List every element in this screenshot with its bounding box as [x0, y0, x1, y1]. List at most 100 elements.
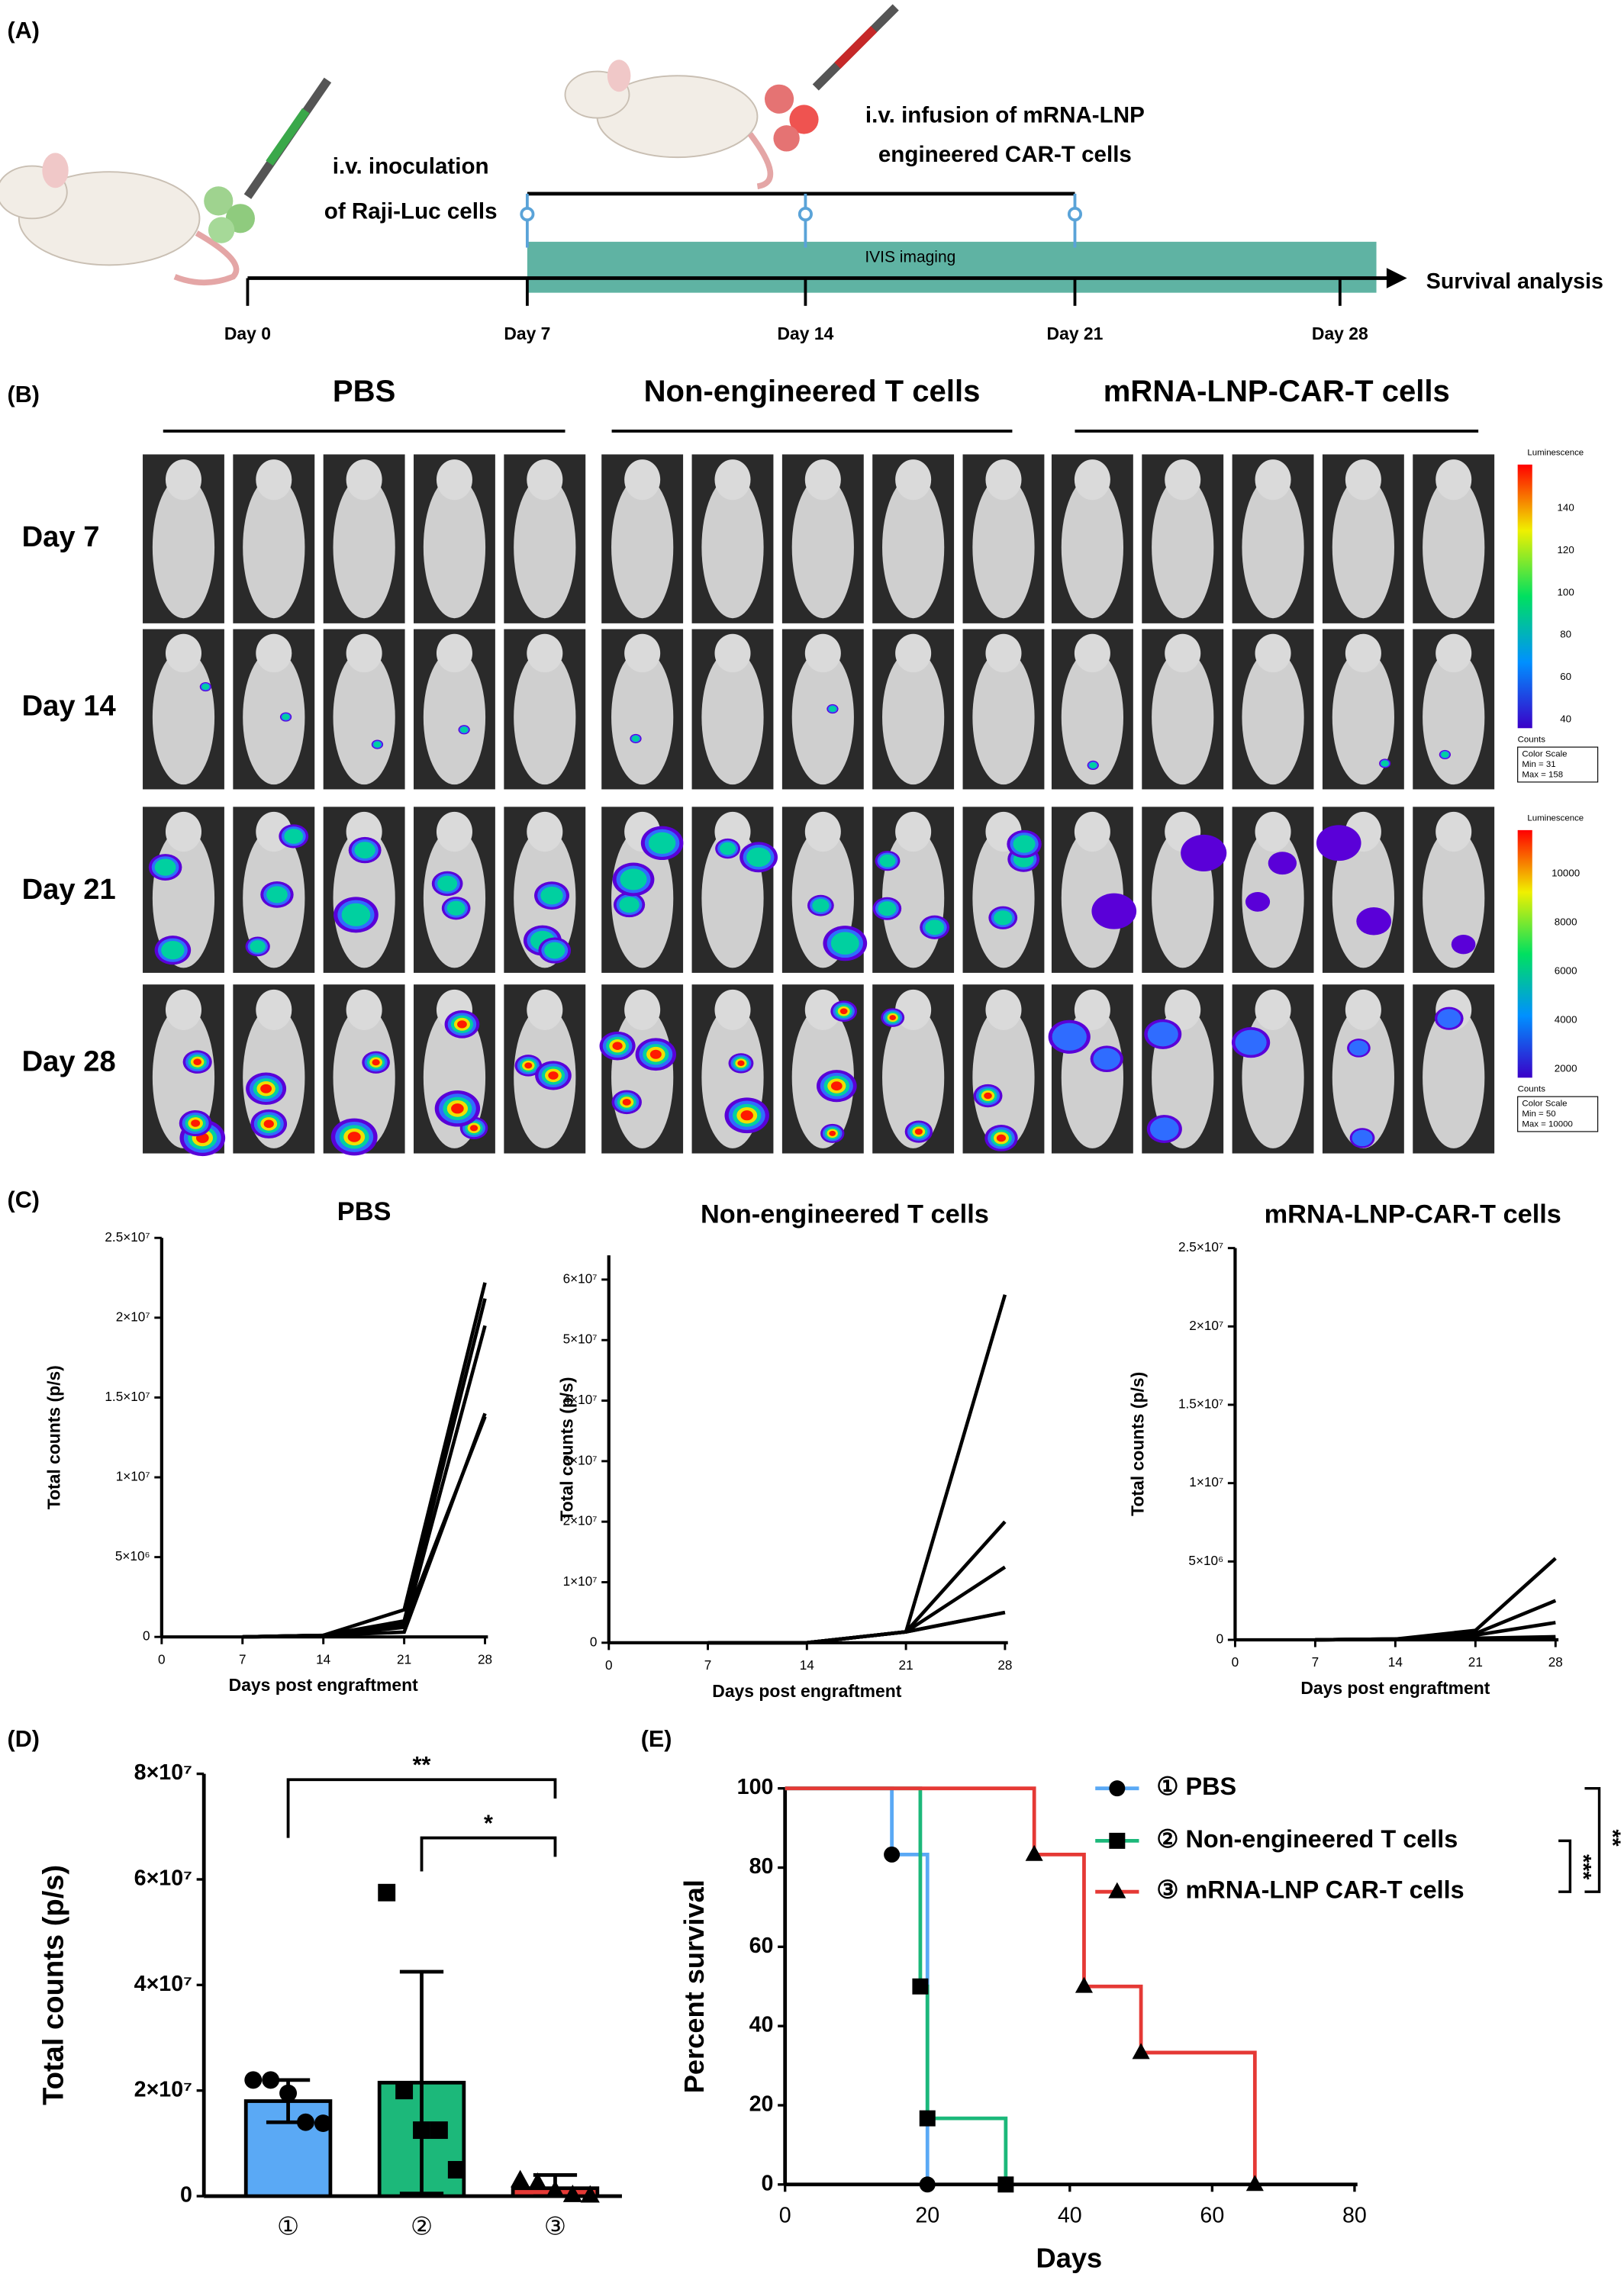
marker	[545, 2180, 566, 2198]
signal-blob	[284, 828, 304, 844]
marker	[1075, 1976, 1094, 1993]
mouse-head	[1255, 989, 1291, 1030]
signal-blob	[341, 903, 371, 926]
scale-legend-box	[1517, 1096, 1599, 1132]
imaging-label: IVIS imaging	[865, 248, 955, 266]
series-line	[1315, 1636, 1556, 1642]
day-label: Day 21	[1047, 324, 1104, 343]
mouse-body	[423, 649, 486, 785]
mouse-head	[346, 459, 382, 501]
mouse-image	[1051, 807, 1137, 973]
y-tick-label: 2.5×10⁷	[1178, 1239, 1223, 1254]
mouse-image	[601, 629, 684, 790]
signal-blob	[619, 897, 640, 913]
chart-title: mRNA-LNP-CAR-T cells	[1265, 1200, 1561, 1229]
x-tick-label: 80	[1342, 2203, 1367, 2227]
signal-blob	[1235, 1029, 1267, 1055]
signal-blob	[161, 940, 185, 960]
mouse-image	[143, 807, 224, 973]
mouse-image	[1232, 629, 1314, 790]
mouse-head	[436, 811, 472, 852]
day-ticks	[246, 278, 1342, 306]
marker	[1132, 2043, 1150, 2060]
day-label: Day 0	[224, 324, 271, 343]
mouse-image	[962, 629, 1045, 790]
arrow-head	[1386, 268, 1407, 288]
chart: 0 2×10⁷ 4×10⁷ 6×10⁷ 8×10⁷ Total counts (p/s) ①…	[37, 1752, 622, 2240]
mouse-image	[1322, 629, 1404, 790]
x-tick-label: ②	[411, 2213, 433, 2240]
mouse-image	[504, 984, 586, 1154]
scale-title: Luminescence	[1527, 814, 1584, 823]
mouse-body	[1061, 649, 1124, 785]
marker	[413, 2121, 430, 2140]
signal-blob	[737, 1060, 745, 1067]
signal-blob	[373, 741, 382, 748]
y-axis-label: Total counts (p/s)	[44, 1365, 64, 1509]
mouse-image	[1142, 454, 1224, 623]
mouse-body	[243, 649, 305, 785]
significance-bracket	[1584, 1786, 1601, 1893]
y-tick-label: 5×10⁷	[563, 1332, 598, 1347]
mouse-head	[714, 459, 751, 501]
mouse-head	[1255, 633, 1291, 673]
signal-blob	[829, 1130, 836, 1136]
mouse-head	[1074, 633, 1110, 673]
scale-tick: 140	[1558, 502, 1574, 514]
y-tick-label: 1.5×10⁷	[105, 1389, 150, 1404]
signal-blob	[1316, 825, 1361, 861]
row-label: Day 28	[22, 1045, 116, 1077]
mouse-icon	[0, 4, 899, 285]
mouse-body	[514, 476, 576, 619]
y-tick-label: 20	[749, 2092, 774, 2117]
signal-blob	[830, 1081, 843, 1091]
marker	[919, 2176, 936, 2193]
significance-bracket	[1558, 1839, 1572, 1893]
mouse-head	[804, 811, 841, 852]
mouse-image	[1413, 629, 1495, 790]
y-tick-label: 80	[749, 1854, 774, 1879]
signal-blob	[620, 868, 647, 890]
error-bar	[399, 1969, 444, 2195]
scale-unit: Counts	[1518, 736, 1546, 745]
color-scale	[1517, 464, 1532, 729]
mouse-image	[1322, 984, 1404, 1154]
mouse-image	[872, 807, 955, 973]
mouse-head	[895, 633, 932, 673]
marker	[527, 2172, 548, 2190]
mouse-head	[165, 459, 201, 501]
chart: Non-engineered T cells 0 1×10⁷ 2×10⁷ 3×10⁷ 4×…	[556, 1200, 1012, 1701]
y-tick-label: 4×10⁷	[134, 1972, 192, 1996]
signal-blob	[1089, 762, 1097, 768]
mouse-head	[165, 989, 201, 1030]
mouse-image	[962, 454, 1045, 623]
mouse-head	[714, 989, 751, 1030]
mouse-head	[624, 989, 661, 1030]
mouse-head	[165, 811, 201, 852]
signal-blob	[1356, 907, 1392, 936]
y-tick-label: 4×10⁷	[563, 1392, 598, 1407]
mouse-body	[1423, 649, 1485, 785]
signal-blob	[925, 919, 945, 936]
signal-blob	[282, 713, 290, 720]
series-line	[707, 1294, 1007, 1645]
mouse-head	[1345, 989, 1381, 1030]
y-axis-label: Total counts (p/s)	[37, 1865, 70, 2105]
row-label: Day 14	[22, 690, 117, 723]
signal-blob	[996, 1134, 1007, 1142]
signal-blob	[914, 1128, 923, 1135]
mouse-head	[804, 459, 841, 501]
scale-tick: 120	[1558, 544, 1574, 556]
scale-legend: Color Scale	[1522, 750, 1567, 759]
marker	[1245, 2175, 1264, 2192]
mouse-head	[1255, 459, 1291, 501]
row-label: Day 21	[22, 873, 116, 906]
series-line	[707, 1610, 1006, 1645]
mouse-body	[1061, 828, 1124, 968]
signal-blob	[1013, 835, 1036, 853]
scale-tick: 8000	[1555, 916, 1577, 928]
mouse-body	[423, 476, 486, 619]
mouse-body	[1423, 476, 1485, 619]
scale-legend: Min = 31	[1522, 760, 1555, 769]
x-tick-label: 7	[1312, 1654, 1320, 1670]
